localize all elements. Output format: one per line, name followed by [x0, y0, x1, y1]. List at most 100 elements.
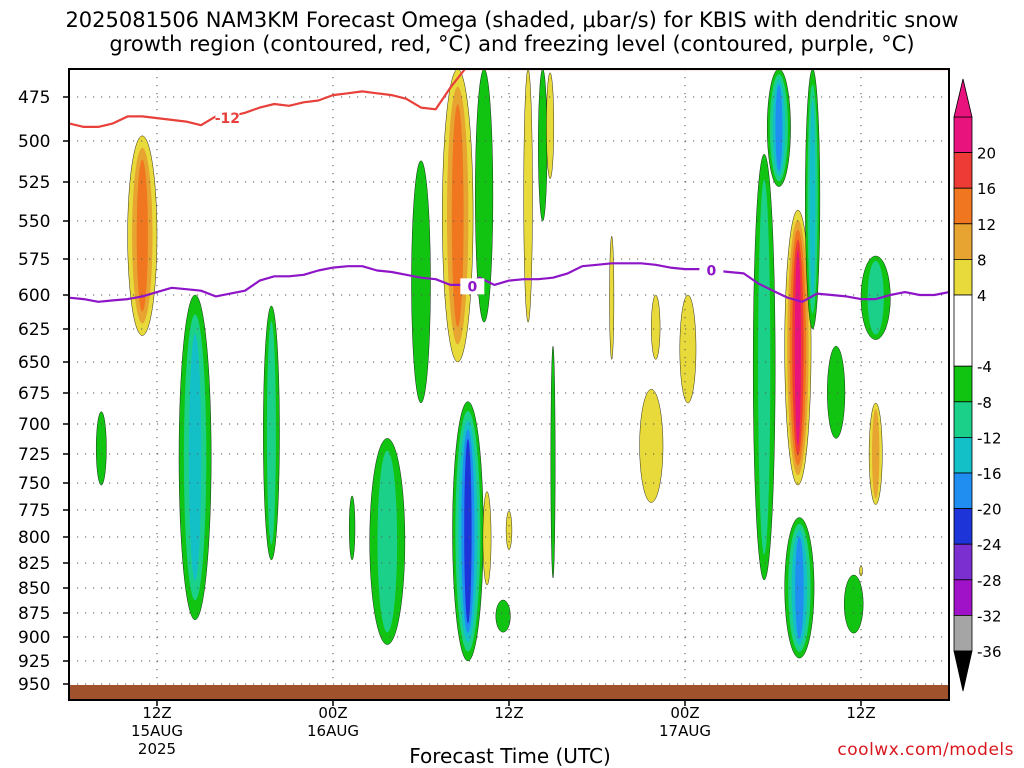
omega-cell: [859, 565, 863, 577]
omega-band: [349, 495, 356, 561]
omega-band: [523, 69, 533, 323]
omega-cell: [651, 294, 661, 360]
colorbar-bin: [953, 472, 973, 509]
omega-band: [482, 491, 492, 586]
site-credit: coolwx.com/models: [837, 740, 1014, 760]
dgz-minus12-contour: [69, 69, 949, 129]
omega-band: [872, 409, 880, 499]
y-tick-label: 800: [18, 528, 50, 548]
colorbar-label: 20: [977, 145, 996, 163]
colorbar-bin: [953, 294, 973, 367]
omega-band: [859, 565, 863, 577]
omega-cell: [844, 574, 864, 634]
colorbar-bottom-arrow: [953, 650, 973, 692]
omega-cell: [482, 491, 492, 586]
omega-band: [679, 294, 697, 404]
y-tick-label: 600: [18, 286, 50, 306]
omega-cell: [805, 69, 821, 330]
omega-cell: [868, 402, 883, 505]
y-tick-label: 500: [18, 132, 50, 152]
contour-label: -12: [215, 111, 240, 127]
x-tick-label: 12Z: [494, 704, 523, 722]
omega-band: [809, 100, 816, 298]
omega-band: [188, 334, 202, 581]
x-tick-label: 12Z: [142, 704, 171, 722]
y-tick-label: 650: [18, 353, 50, 373]
omega-cell: [495, 599, 511, 633]
contour-lines-layer: -12 0 0: [69, 69, 949, 303]
omega-cell: [609, 235, 615, 360]
colorbar-label: -24: [977, 536, 1002, 554]
omega-band: [639, 389, 664, 503]
omega-cell: [860, 255, 891, 340]
terrain-strip: [69, 685, 949, 700]
omega-cell: [679, 294, 697, 404]
colorbar-label: 16: [977, 180, 996, 198]
chart-title-line-2: growth region (contoured, red, °C) and f…: [109, 32, 915, 56]
colorbar: 20 16 12 8 4 -4 -8 -12 -16 -20 -24 -28 -32 -36: [953, 78, 1002, 692]
chart-title-line-1: 2025081506 NAM3KM Forecast Omega (shaded…: [65, 8, 959, 32]
y-tick-label: 575: [18, 250, 50, 270]
omega-shading-layer: [96, 69, 891, 662]
omega-cell: [96, 411, 107, 486]
omega-band: [464, 439, 472, 624]
omega-band: [775, 84, 783, 171]
y-tick-label: 950: [18, 675, 50, 695]
omega-band: [550, 346, 556, 579]
omega-cell: [546, 72, 554, 179]
contour-label-bg: [460, 278, 485, 295]
colorbar-bin: [953, 365, 973, 403]
y-tick-label: 875: [18, 604, 50, 624]
omega-cell: [538, 69, 548, 222]
omega-cell: [127, 135, 158, 336]
colorbar-bin: [953, 579, 973, 616]
colorbar-bin: [953, 187, 973, 225]
colorbar-label: -8: [977, 394, 992, 412]
omega-cell: [505, 510, 513, 550]
y-tick-label: 700: [18, 415, 50, 435]
colorbar-label: -16: [977, 465, 1002, 483]
contour-label: 0: [467, 279, 477, 295]
colorbar-bin: [953, 543, 973, 581]
omega-band: [495, 599, 511, 633]
colorbar-bin: [953, 401, 973, 438]
x-date-label: 16AUG: [307, 722, 359, 740]
omega-cell: [452, 401, 484, 662]
omega-cell: [349, 495, 356, 561]
colorbar-label: -32: [977, 607, 1002, 625]
omega-band: [795, 536, 804, 640]
colorbar-label: -28: [977, 572, 1002, 590]
omega-band: [844, 574, 864, 634]
colorbar-bin: [953, 223, 973, 260]
y-tick-label: 625: [18, 320, 50, 340]
omega-cell: [178, 294, 212, 620]
y-tick-label: 475: [18, 88, 50, 108]
omega-band: [651, 294, 661, 360]
omega-cell: [263, 305, 280, 561]
y-tick-label: 775: [18, 501, 50, 521]
omega-band: [867, 261, 884, 335]
omega-band: [266, 321, 276, 545]
x-axis-title: Forecast Time (UTC): [409, 744, 611, 768]
y-tick-label: 750: [18, 474, 50, 494]
colorbar-label: 8: [977, 251, 987, 269]
omega-cell: [550, 346, 556, 579]
x-date-label: 15AUG: [131, 722, 183, 740]
x-tick-label: 00Z: [670, 704, 699, 722]
omega-cell: [827, 345, 846, 439]
terrain-layer: [69, 685, 949, 700]
y-tick-label: 525: [18, 173, 50, 193]
x-year-label: 2025: [138, 740, 176, 758]
contour-label-bg: [699, 262, 724, 279]
colorbar-bin: [953, 436, 973, 474]
omega-band: [411, 160, 431, 404]
colorbar-bin: [953, 152, 973, 189]
omega-band: [96, 411, 107, 486]
omega-band: [827, 345, 846, 439]
colorbar-label: -12: [977, 429, 1002, 447]
omega-band: [136, 159, 148, 312]
omega-cell: [784, 209, 812, 486]
y-tick-label: 725: [18, 445, 50, 465]
colorbar-bin: [953, 508, 973, 545]
